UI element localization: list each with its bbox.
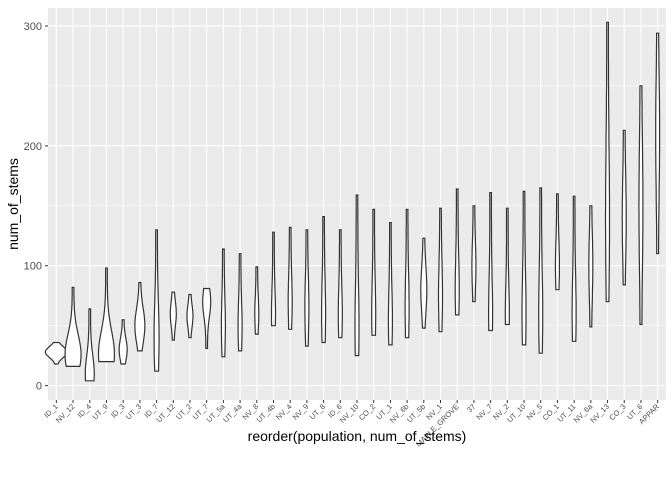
x-tick-label: UT_12 bbox=[154, 402, 176, 424]
y-axis-title: num_of_stems bbox=[5, 158, 21, 250]
violin-ut-1 bbox=[387, 222, 393, 346]
violin-nv-1 bbox=[437, 207, 444, 333]
violin-nv-10 bbox=[354, 194, 360, 357]
violin-37 bbox=[471, 205, 477, 303]
x-tick-label: UT_4b bbox=[255, 402, 277, 424]
violin-nv-9 bbox=[304, 229, 310, 347]
violin-co-2 bbox=[371, 208, 377, 336]
violin-ut-5a bbox=[220, 248, 226, 358]
x-tick-label: UT_9 bbox=[91, 402, 110, 421]
violin-ut-4b bbox=[270, 231, 277, 327]
violin-nv-7 bbox=[488, 192, 494, 332]
y-tick-label: 0 bbox=[36, 381, 42, 393]
x-tick-label: NV_5 bbox=[525, 402, 545, 422]
x-tick-label: CO_2 bbox=[357, 402, 377, 422]
violin-ut-10 bbox=[521, 190, 527, 346]
x-tick-label: 37 bbox=[465, 402, 477, 414]
y-axis: 0 100 200 300 bbox=[24, 21, 48, 393]
violin-nv-8 bbox=[254, 266, 260, 335]
violins bbox=[44, 21, 661, 382]
x-axis-title: reorder(population, num_of_stems) bbox=[248, 428, 467, 444]
x-tick-label: NV_13 bbox=[588, 402, 611, 425]
violin-id-4 bbox=[84, 308, 95, 382]
violin-nv-12 bbox=[64, 286, 82, 367]
x-tick-label: ID_3 bbox=[109, 402, 127, 420]
violin-co-1 bbox=[554, 193, 560, 291]
violin-ut-8 bbox=[321, 216, 327, 344]
violin-ut-5b bbox=[420, 237, 428, 329]
violin-ut-11 bbox=[571, 195, 577, 342]
violin-id-6 bbox=[337, 229, 343, 339]
violin-maple-grove bbox=[454, 188, 460, 316]
violin-ut-12 bbox=[169, 291, 177, 341]
x-tick-label: CO_3 bbox=[607, 402, 627, 422]
violin-id-3 bbox=[118, 319, 128, 365]
violin-ut-9 bbox=[97, 267, 115, 363]
violin-ut-2 bbox=[186, 293, 194, 339]
violin-nv-2 bbox=[504, 207, 510, 326]
x-tick-label: NV_9 bbox=[291, 402, 311, 422]
y-tick-label: 100 bbox=[24, 261, 42, 273]
x-tick-label: NV_4 bbox=[274, 402, 294, 422]
violin-ut-4a bbox=[237, 253, 243, 352]
y-tick-label: 300 bbox=[24, 21, 42, 33]
violin-ut-3 bbox=[134, 281, 146, 352]
violin-appar bbox=[655, 32, 661, 255]
x-tick-label: NV_12 bbox=[54, 402, 77, 425]
x-tick-label: UT_5b bbox=[405, 402, 427, 424]
x-tick-label: UT_3 bbox=[124, 402, 143, 421]
x-tick-label: ID_4 bbox=[76, 402, 94, 420]
violin-ut-6 bbox=[638, 85, 644, 326]
x-tick-label: UT_4a bbox=[221, 401, 244, 424]
violin-ut-7 bbox=[202, 287, 212, 350]
x-tick-label: UT_2 bbox=[174, 402, 193, 421]
x-tick-label: UT_10 bbox=[505, 402, 527, 424]
x-tick-label: NV_10 bbox=[338, 402, 361, 425]
x-tick-label: NV_7 bbox=[474, 402, 494, 422]
x-tick-label: UT_8 bbox=[308, 402, 327, 421]
violin-nv-13 bbox=[604, 21, 611, 303]
violin-id-7 bbox=[153, 229, 160, 372]
y-tick-label: 200 bbox=[24, 141, 42, 153]
violin-nv-5 bbox=[538, 187, 544, 354]
violin-nv-4 bbox=[287, 226, 293, 330]
violin-id-1 bbox=[44, 341, 68, 365]
violin-co-3 bbox=[621, 129, 627, 286]
violin-nv-6a bbox=[588, 205, 594, 328]
violin-nv-6b bbox=[404, 208, 410, 339]
